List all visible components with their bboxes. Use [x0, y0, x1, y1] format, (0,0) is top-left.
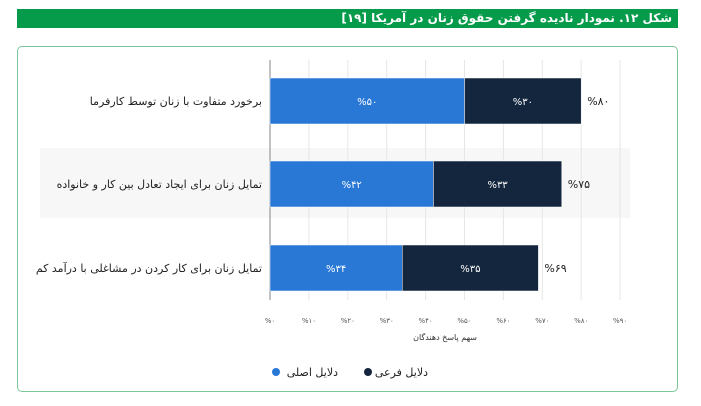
x-axis-title: سهم پاسخ دهندگان [413, 332, 477, 342]
bar-data-label: %۵۰ [357, 97, 377, 108]
x-tick-label: %۷۰ [535, 317, 549, 325]
x-tick-label: %۵۰ [457, 317, 471, 325]
bar-total-label: %۶۹ [544, 262, 566, 275]
x-tick-label: %۴۰ [419, 317, 433, 325]
bar-segment-main [269, 77, 465, 125]
x-tick-label: %۳۰ [380, 317, 394, 325]
bar-segment-secondary [464, 77, 582, 125]
category-label: تمایل زنان برای ایجاد تعادل بین کار و خا… [57, 178, 262, 191]
x-tick-label: %۰ [265, 317, 275, 325]
bar-data-label: %۳۴ [326, 264, 346, 275]
legend-label-main: دلایل اصلی [287, 366, 338, 379]
x-tick-label: %۶۰ [496, 317, 510, 325]
bar-segment-main [269, 160, 434, 208]
bar-segment-secondary [433, 160, 562, 208]
bar-segment-main [269, 244, 403, 292]
category-label: تمایل زنان برای کار کردن در مشاغلی با در… [36, 261, 262, 275]
bar-segment-secondary [402, 244, 539, 292]
legend-marker-main [272, 368, 280, 376]
bar-total-label: %۸۰ [587, 95, 609, 108]
category-label: برخورد متفاوت با زنان توسط کارفرما [90, 95, 262, 108]
legend-marker-secondary [364, 368, 372, 376]
bar-data-label: %۳۵ [460, 264, 480, 275]
x-tick-label: %۹۰ [613, 317, 627, 325]
legend-label-secondary: دلایل فرعی [375, 366, 428, 379]
x-tick-label: %۱۰ [302, 317, 316, 325]
figure-title: شکل ۱۲. نمودار نادیده گرفتن حقوق زنان در… [17, 9, 678, 28]
bar-total-label: %۷۵ [568, 178, 590, 191]
bar-data-label: %۴۲ [342, 180, 362, 191]
bar-data-label: %۳۳ [487, 180, 508, 191]
chart-frame [17, 46, 678, 392]
bar-data-label: %۳۰ [513, 97, 533, 108]
x-tick-label: %۲۰ [341, 317, 355, 325]
x-tick-label: %۸۰ [574, 317, 588, 325]
